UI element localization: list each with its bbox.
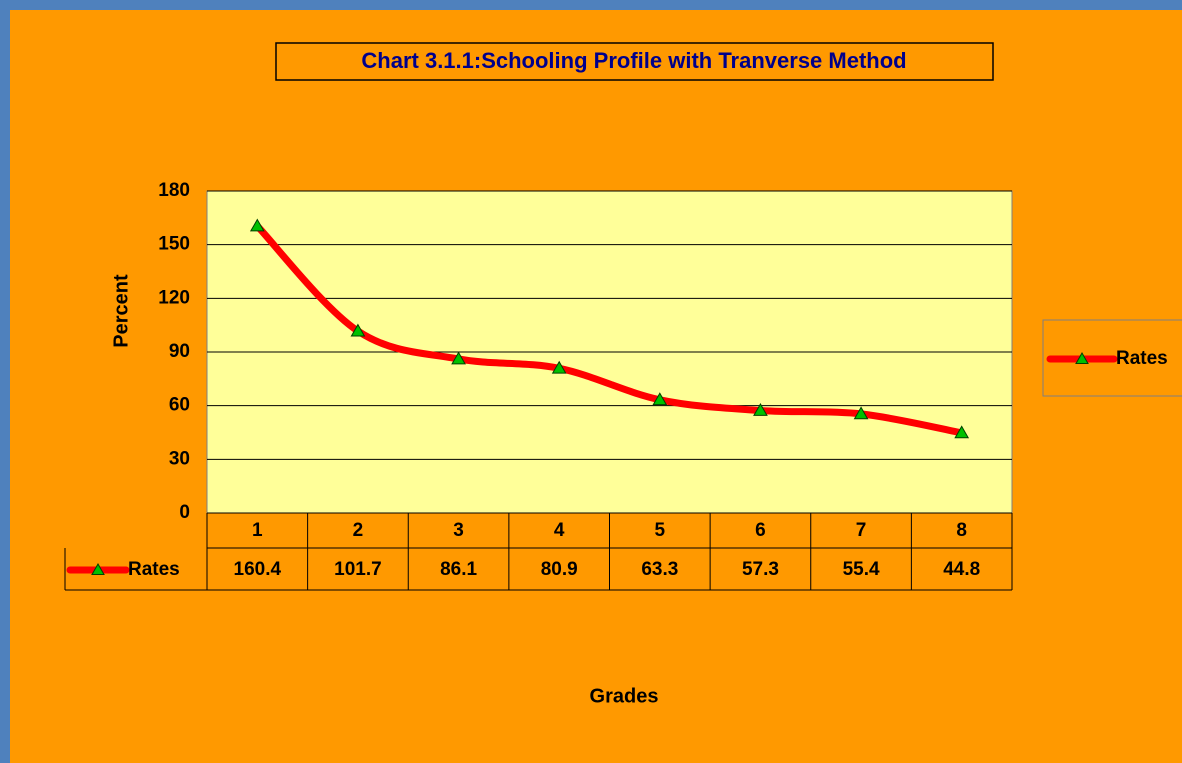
y-tick-label: 0 [179, 502, 190, 523]
y-tick-label: 180 [158, 180, 190, 201]
x-tick-label: 4 [554, 520, 565, 541]
y-tick-label: 120 [158, 287, 190, 308]
legend-key-marker [1075, 351, 1089, 364]
table-key-marker [91, 562, 105, 575]
table-series-name: Rates [128, 559, 180, 580]
y-axis-title: Percent [110, 274, 132, 348]
title-box [275, 42, 994, 81]
x-tick-label: 3 [453, 520, 464, 541]
table-value: 44.8 [943, 559, 980, 580]
point-marker [249, 218, 265, 232]
y-tick-label: 150 [158, 234, 190, 255]
point-marker [350, 323, 366, 337]
table-value: 55.4 [843, 559, 880, 580]
table-value: 101.7 [334, 559, 382, 580]
table-value: 160.4 [234, 559, 282, 580]
chart-title: Chart 3.1.1:Schooling Profile with Tranv… [361, 48, 906, 73]
legend-label: Rates [1116, 348, 1168, 369]
x-tick-label: 5 [655, 520, 666, 541]
table-value: 63.3 [641, 559, 678, 580]
y-tick-label: 90 [169, 341, 190, 362]
y-tick-label: 30 [169, 448, 190, 469]
table-value: 57.3 [742, 559, 779, 580]
point-marker [853, 406, 869, 420]
x-tick-label: 2 [353, 520, 364, 541]
legend-box [1042, 319, 1182, 397]
point-marker [954, 425, 970, 439]
point-marker [652, 392, 668, 406]
table-value: 80.9 [541, 559, 578, 580]
point-marker [753, 402, 768, 416]
x-tick-label: 1 [252, 520, 263, 541]
x-tick-label: 7 [856, 520, 867, 541]
y-tick-label: 60 [169, 395, 190, 416]
point-marker [451, 351, 466, 365]
table-value: 86.1 [440, 559, 477, 580]
x-tick-label: 6 [755, 520, 766, 541]
x-tick-label: 8 [956, 520, 967, 541]
point-marker [551, 360, 567, 374]
x-axis-title: Grades [590, 685, 659, 707]
